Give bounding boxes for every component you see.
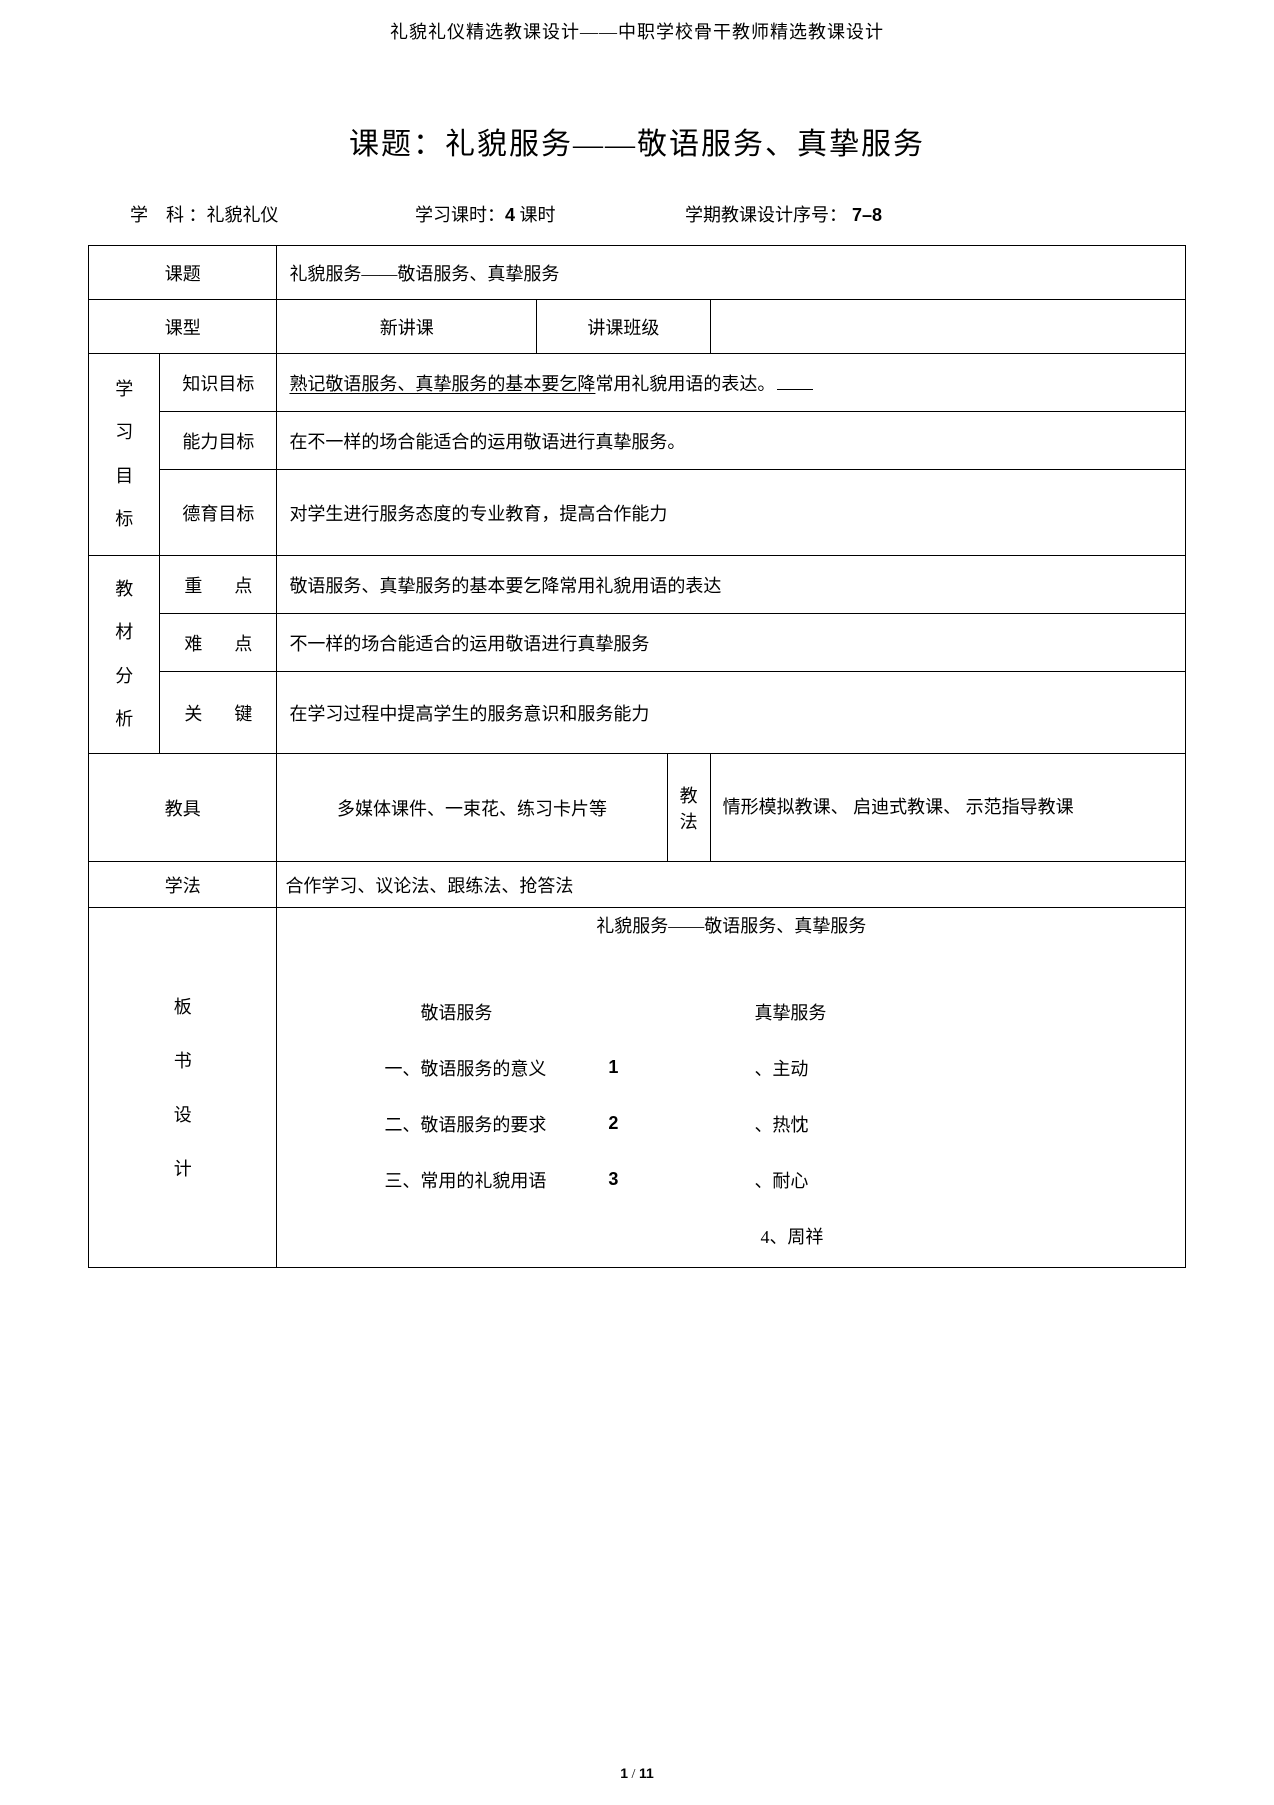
emph-value: 敬语服务、真挚服务的基本要乞降常用礼貌用语的表达 xyxy=(277,556,1186,614)
tools-label: 教具 xyxy=(89,754,277,862)
emph-label: 重点 xyxy=(160,556,277,614)
goal-moral-label: 德育目标 xyxy=(160,470,277,556)
board-title: 礼貌服务——敬语服务、真挚服务 xyxy=(289,912,1173,938)
hours-suffix: 课时 xyxy=(515,205,556,225)
goal-moral-value: 对学生进行服务态度的专业教育，提高合作能力 xyxy=(277,470,1186,556)
page-header: 礼貌礼仪精选教课设计——中职学校骨干教师精选教课设计 xyxy=(0,0,1274,44)
method-value: 情形模拟教课、 启迪式教课、 示范指导教课 xyxy=(710,754,1185,862)
meta-hours: 学习课时：4 课时 xyxy=(415,201,685,227)
row-goal-knowledge: 学习目标 知识目标 熟记敬语服务、真挚服务的基本要乞降常用礼貌用语的表达。 xyxy=(89,354,1186,412)
meta-subject: 学 科 ：礼貌礼仪 xyxy=(130,201,415,227)
seq-value: 7–8 xyxy=(847,205,882,225)
row-board: 板书设计 礼貌服务——敬语服务、真挚服务 敬语服务 一、敬语服务的意义 二、敬语… xyxy=(89,908,1186,1268)
board-r1-num: 1 xyxy=(599,1040,754,1096)
row-type: 课型 新讲课 讲课班级 xyxy=(89,300,1186,354)
footer-total: 11 xyxy=(639,1765,654,1781)
goal1-rest: 常用礼貌用语的表达。 xyxy=(595,374,775,394)
board-right-head: 真挚服务 xyxy=(754,984,1173,1040)
board-group-label: 板书设计 xyxy=(89,908,277,1268)
subject-value: 礼貌礼仪 xyxy=(207,205,279,225)
goal-ability-value: 在不一样的场合能适合的运用敬语进行真挚服务。 xyxy=(277,412,1186,470)
board-right: 真挚服务 、主动 、热忱 、耐心 4、周祥 xyxy=(754,984,1173,1264)
goal-ability-label: 能力目标 xyxy=(160,412,277,470)
method-label: 教法 xyxy=(667,754,710,862)
hours-value: 4 xyxy=(505,205,515,225)
subject-label: 学 科 ： xyxy=(130,205,207,225)
board-r1-text: 、主动 xyxy=(754,1040,1173,1096)
board-left-3: 三、常用的礼貌用语 xyxy=(384,1152,599,1208)
board-left-head: 敬语服务 xyxy=(384,984,599,1040)
goal-knowledge-value: 熟记敬语服务、真挚服务的基本要乞降常用礼貌用语的表达。 xyxy=(277,354,1186,412)
lesson-table: 课题 礼貌服务——敬语服务、真挚服务 课型 新讲课 讲课班级 学习目标 知识目标… xyxy=(88,245,1186,1268)
goals-group-label: 学习目标 xyxy=(89,354,160,556)
page-footer: 1 / 11 xyxy=(0,1765,1274,1783)
row-material-key: 关键 在学习过程中提高学生的服务意识和服务能力 xyxy=(89,672,1186,754)
row-study: 学法 合作学习、议论法、跟练法、抢答法 xyxy=(89,862,1186,908)
type-label: 课型 xyxy=(89,300,277,354)
class-value xyxy=(710,300,1185,354)
meta-seq: 学期教课设计序号： 7–8 xyxy=(685,201,882,227)
key-value: 在学习过程中提高学生的服务意识和服务能力 xyxy=(277,672,1186,754)
class-label: 讲课班级 xyxy=(537,300,711,354)
meta-row: 学 科 ：礼貌礼仪 学习课时：4 课时 学期教课设计序号： 7–8 xyxy=(0,201,1274,227)
footer-page: 1 xyxy=(620,1765,628,1781)
hours-label: 学习课时： xyxy=(415,205,505,225)
board-content: 礼貌服务——敬语服务、真挚服务 敬语服务 一、敬语服务的意义 二、敬语服务的要求… xyxy=(277,908,1186,1268)
board-r2-num: 2 xyxy=(599,1096,754,1152)
board-mid-blank xyxy=(599,984,754,1040)
row-tools: 教具 多媒体课件、一束花、练习卡片等 教法 情形模拟教课、 启迪式教课、 示范指… xyxy=(89,754,1186,862)
board-columns: 敬语服务 一、敬语服务的意义 二、敬语服务的要求 三、常用的礼貌用语 1 2 3… xyxy=(289,984,1173,1264)
topic-label: 课题 xyxy=(89,246,277,300)
topic-value: 礼貌服务——敬语服务、真挚服务 xyxy=(277,246,1186,300)
seq-label: 学期教课设计序号： xyxy=(685,205,847,225)
row-goal-moral: 德育目标 对学生进行服务态度的专业教育，提高合作能力 xyxy=(89,470,1186,556)
diff-value: 不一样的场合能适合的运用敬语进行真挚服务 xyxy=(277,614,1186,672)
goal-knowledge-label: 知识目标 xyxy=(160,354,277,412)
board-left: 敬语服务 一、敬语服务的意义 二、敬语服务的要求 三、常用的礼貌用语 xyxy=(289,984,599,1264)
board-r4: 4、周祥 xyxy=(754,1208,1173,1264)
key-label: 关键 xyxy=(160,672,277,754)
study-value: 合作学习、议论法、跟练法、抢答法 xyxy=(277,862,1186,908)
board-r2-text: 、热忱 xyxy=(754,1096,1173,1152)
study-label: 学法 xyxy=(89,862,277,908)
row-material-diff: 难点 不一样的场合能适合的运用敬语进行真挚服务 xyxy=(89,614,1186,672)
row-material-emph: 教材分析 重点 敬语服务、真挚服务的基本要乞降常用礼貌用语的表达 xyxy=(89,556,1186,614)
row-topic: 课题 礼貌服务——敬语服务、真挚服务 xyxy=(89,246,1186,300)
board-r3-text: 、耐心 xyxy=(754,1152,1173,1208)
board-left-1: 一、敬语服务的意义 xyxy=(384,1040,599,1096)
board-mid: 1 2 3 xyxy=(599,984,754,1264)
type-value: 新讲课 xyxy=(277,300,537,354)
tools-value: 多媒体课件、一束花、练习卡片等 xyxy=(277,754,667,862)
diff-label: 难点 xyxy=(160,614,277,672)
goal1-underlined: 熟记敬语服务、真挚服务的基本要乞降 xyxy=(289,374,595,394)
board-r3-num: 3 xyxy=(599,1152,754,1208)
material-group-label: 教材分析 xyxy=(89,556,160,754)
board-left-2: 二、敬语服务的要求 xyxy=(384,1096,599,1152)
row-goal-ability: 能力目标 在不一样的场合能适合的运用敬语进行真挚服务。 xyxy=(89,412,1186,470)
post-underline xyxy=(777,389,813,390)
footer-sep: / xyxy=(628,1767,639,1782)
main-title: 课题：礼貌服务——敬语服务、真挚服务 xyxy=(0,119,1274,163)
